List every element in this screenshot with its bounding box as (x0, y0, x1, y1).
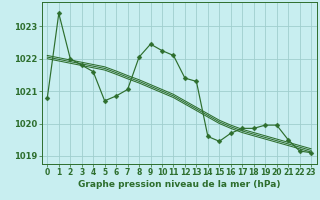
X-axis label: Graphe pression niveau de la mer (hPa): Graphe pression niveau de la mer (hPa) (78, 180, 280, 189)
